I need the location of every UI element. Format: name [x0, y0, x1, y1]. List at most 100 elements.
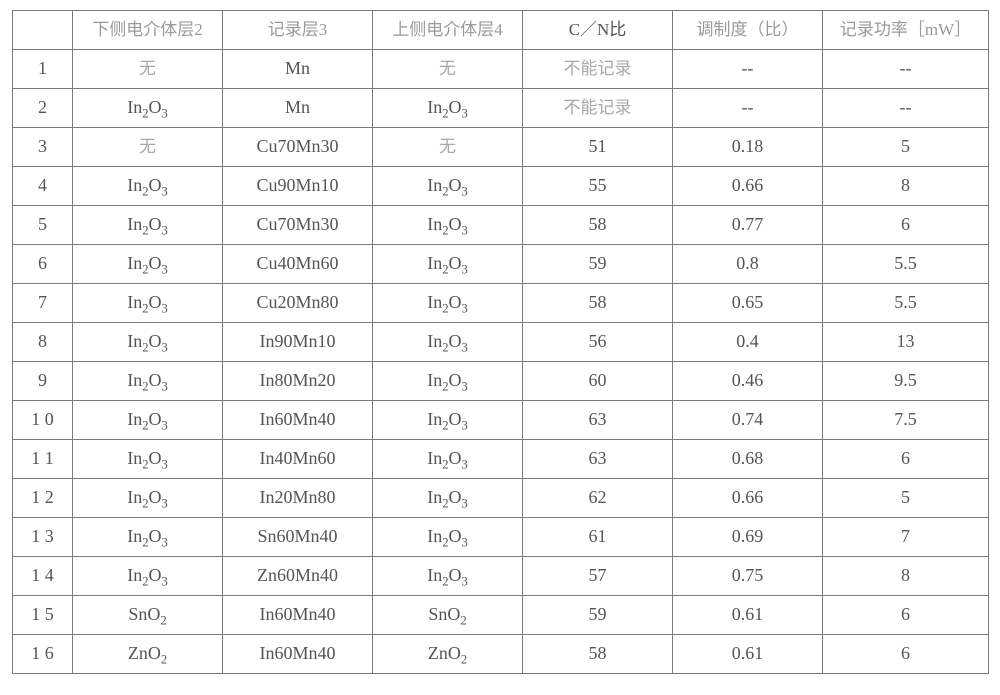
cell-mod: 0.69 [673, 518, 823, 557]
cell-upper: In2O3 [373, 557, 523, 596]
cell-cn: 61 [523, 518, 673, 557]
cell-mod: 0.77 [673, 206, 823, 245]
cell-pw: 6 [823, 206, 989, 245]
page: 下侧电介体层2 记录层3 上侧电介体层4 C／N比 调制度（比） 记录功率［mW… [0, 0, 1000, 684]
cell-pw: 8 [823, 167, 989, 206]
cell-rec: Cu90Mn10 [223, 167, 373, 206]
cell-upper: In2O3 [373, 440, 523, 479]
cell-mod: 0.65 [673, 284, 823, 323]
cell-lower: In2O3 [73, 245, 223, 284]
cell-mod: 0.66 [673, 479, 823, 518]
cell-index: 6 [13, 245, 73, 284]
cell-pw: 5 [823, 479, 989, 518]
cell-upper: ZnO2 [373, 635, 523, 674]
cell-cn: 不能记录 [523, 50, 673, 89]
cell-rec: Mn [223, 89, 373, 128]
cell-lower: In2O3 [73, 440, 223, 479]
cell-cn: 56 [523, 323, 673, 362]
table-row: 1 4In2O3Zn60Mn40In2O3570.758 [13, 557, 989, 596]
cell-cn: 59 [523, 596, 673, 635]
cell-upper: In2O3 [373, 284, 523, 323]
cell-index: 1 5 [13, 596, 73, 635]
table-row: 1 2In2O3In20Mn80In2O3620.665 [13, 479, 989, 518]
cell-lower: In2O3 [73, 557, 223, 596]
col-header-mod: 调制度（比） [673, 11, 823, 50]
cell-pw: 13 [823, 323, 989, 362]
table-row: 7In2O3Cu20Mn80In2O3580.655.5 [13, 284, 989, 323]
col-header-pw: 记录功率［mW］ [823, 11, 989, 50]
cell-rec: In40Mn60 [223, 440, 373, 479]
table-body: 1无Mn无不能记录----2In2O3MnIn2O3不能记录----3无Cu70… [13, 50, 989, 674]
table-row: 1 5SnO2In60Mn40SnO2590.616 [13, 596, 989, 635]
cell-index: 8 [13, 323, 73, 362]
cell-mod: 0.61 [673, 635, 823, 674]
cell-lower: In2O3 [73, 401, 223, 440]
cell-cn: 58 [523, 284, 673, 323]
cell-mod: -- [673, 89, 823, 128]
col-header-index [13, 11, 73, 50]
col-header-rec: 记录层3 [223, 11, 373, 50]
cell-mod: 0.68 [673, 440, 823, 479]
cell-mod: 0.75 [673, 557, 823, 596]
cell-rec: In60Mn40 [223, 635, 373, 674]
cell-rec: Mn [223, 50, 373, 89]
cell-index: 1 1 [13, 440, 73, 479]
table-row: 1 3In2O3Sn60Mn40In2O3610.697 [13, 518, 989, 557]
cell-pw: 6 [823, 596, 989, 635]
table-row: 1 1In2O3In40Mn60In2O3630.686 [13, 440, 989, 479]
cell-index: 2 [13, 89, 73, 128]
cell-index: 1 3 [13, 518, 73, 557]
cell-index: 3 [13, 128, 73, 167]
cell-cn: 58 [523, 635, 673, 674]
cell-upper: SnO2 [373, 596, 523, 635]
cell-mod: 0.4 [673, 323, 823, 362]
table-row: 4In2O3Cu90Mn10In2O3550.668 [13, 167, 989, 206]
cell-lower: In2O3 [73, 89, 223, 128]
cell-rec: In80Mn20 [223, 362, 373, 401]
cell-upper: In2O3 [373, 401, 523, 440]
cell-upper: In2O3 [373, 362, 523, 401]
cell-index: 4 [13, 167, 73, 206]
cell-pw: 6 [823, 440, 989, 479]
cell-pw: 6 [823, 635, 989, 674]
cell-mod: 0.8 [673, 245, 823, 284]
cell-cn: 55 [523, 167, 673, 206]
table-row: 1无Mn无不能记录---- [13, 50, 989, 89]
cell-cn: 63 [523, 440, 673, 479]
cell-cn: 不能记录 [523, 89, 673, 128]
table-row: 5In2O3Cu70Mn30In2O3580.776 [13, 206, 989, 245]
cell-upper: 无 [373, 50, 523, 89]
table-row: 2In2O3MnIn2O3不能记录---- [13, 89, 989, 128]
cell-rec: In20Mn80 [223, 479, 373, 518]
table-row: 8In2O3In90Mn10In2O3560.413 [13, 323, 989, 362]
cell-mod: 0.74 [673, 401, 823, 440]
cell-pw: -- [823, 89, 989, 128]
table-row: 1 0In2O3In60Mn40In2O3630.747.5 [13, 401, 989, 440]
cell-cn: 62 [523, 479, 673, 518]
cell-rec: In90Mn10 [223, 323, 373, 362]
cell-upper: In2O3 [373, 206, 523, 245]
col-header-lower: 下侧电介体层2 [73, 11, 223, 50]
cell-mod: 0.18 [673, 128, 823, 167]
cell-index: 9 [13, 362, 73, 401]
cell-lower: In2O3 [73, 518, 223, 557]
cell-cn: 51 [523, 128, 673, 167]
cell-index: 1 0 [13, 401, 73, 440]
table-row: 3无Cu70Mn30无510.185 [13, 128, 989, 167]
cell-lower: In2O3 [73, 362, 223, 401]
cell-pw: 5.5 [823, 284, 989, 323]
cell-lower: In2O3 [73, 284, 223, 323]
cell-rec: Cu20Mn80 [223, 284, 373, 323]
cell-upper: 无 [373, 128, 523, 167]
table-row: 1 6ZnO2In60Mn40ZnO2580.616 [13, 635, 989, 674]
cell-pw: 5.5 [823, 245, 989, 284]
cell-rec: Cu40Mn60 [223, 245, 373, 284]
cell-mod: 0.66 [673, 167, 823, 206]
cell-pw: 8 [823, 557, 989, 596]
cell-upper: In2O3 [373, 167, 523, 206]
cell-index: 1 [13, 50, 73, 89]
cell-cn: 63 [523, 401, 673, 440]
cell-index: 1 2 [13, 479, 73, 518]
cell-upper: In2O3 [373, 479, 523, 518]
cell-upper: In2O3 [373, 518, 523, 557]
